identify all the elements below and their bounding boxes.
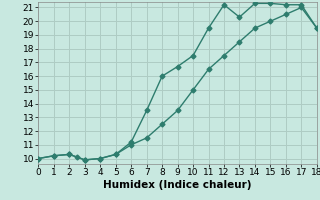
X-axis label: Humidex (Indice chaleur): Humidex (Indice chaleur) [103,180,252,190]
